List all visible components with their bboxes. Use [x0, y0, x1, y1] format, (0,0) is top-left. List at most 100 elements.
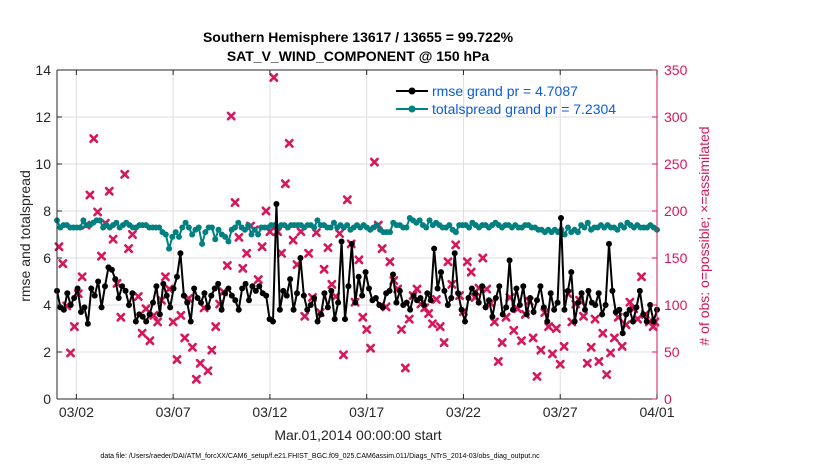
rmse-point	[448, 294, 455, 301]
totalspread-point	[175, 233, 182, 240]
y2-tick-label: 300	[664, 109, 688, 125]
rmse-point	[150, 299, 156, 306]
y-tick-label: 6	[43, 250, 51, 266]
obs-marker-shape	[116, 312, 126, 322]
rmse-point	[304, 306, 311, 313]
obs-assimilated-marker	[489, 317, 499, 327]
obs-assimilated-marker	[93, 207, 103, 217]
obs-marker-shape	[555, 359, 565, 369]
legend-spread-marker	[408, 105, 416, 113]
rmse-point	[180, 292, 187, 299]
obs-marker-shape	[203, 366, 213, 376]
rmse-point	[623, 311, 630, 318]
obs-assimilated-marker	[358, 312, 368, 322]
obs-marker-shape	[606, 348, 616, 358]
rmse-point	[318, 311, 324, 318]
rmse-point	[585, 287, 592, 294]
rmse-point	[335, 299, 342, 306]
rmse-point	[486, 297, 492, 304]
rmse-point	[139, 313, 146, 320]
totalspread-point	[344, 222, 351, 229]
rmse-point	[393, 299, 400, 306]
rmse-point	[276, 306, 283, 313]
obs-marker-shape	[625, 297, 635, 307]
y-tick-label: 4	[43, 297, 51, 313]
obs-marker-shape	[327, 279, 337, 289]
obs-assimilated-marker	[451, 240, 461, 250]
rmse-point	[362, 269, 369, 276]
rmse-point	[191, 285, 198, 292]
rmse-point	[619, 330, 626, 337]
rmse-point	[246, 297, 252, 304]
totalspread-point	[77, 224, 84, 231]
obs-assimilated-marker	[319, 264, 329, 274]
obs-assimilated-marker	[586, 342, 596, 352]
obs-assimilated-marker	[85, 190, 95, 200]
obs-assimilated-marker	[77, 272, 87, 282]
rmse-point	[523, 311, 530, 318]
rmse-point	[129, 290, 136, 297]
obs-assimilated-marker	[609, 333, 619, 343]
rmse-point	[575, 299, 582, 306]
totalspread-point	[80, 217, 87, 224]
obs-marker-shape	[544, 322, 554, 332]
totalspread-point	[251, 226, 258, 233]
totalspread-point	[222, 233, 229, 240]
rmse-point	[558, 215, 564, 222]
obs-marker-shape	[153, 317, 163, 327]
obs-assimilated-marker	[97, 251, 107, 261]
rmse-point	[287, 276, 294, 283]
obs-assimilated-marker	[257, 242, 267, 252]
obs-marker-shape	[284, 138, 294, 148]
obs-assimilated-marker	[104, 186, 114, 196]
obs-assimilated-marker	[582, 358, 592, 368]
rmse-point	[211, 285, 218, 292]
rmse-point	[115, 294, 122, 301]
rmse-point	[602, 302, 609, 308]
totalspread-point	[156, 224, 163, 231]
rmse-point	[520, 283, 527, 290]
totalspread-point	[255, 231, 262, 238]
obs-marker-shape	[172, 355, 182, 365]
rmse-point	[468, 285, 475, 292]
rmse-point	[242, 280, 249, 287]
obs-assimilated-marker	[427, 319, 437, 329]
x-tick-label: 04/01	[639, 404, 674, 420]
rmse-point	[228, 292, 235, 299]
rmse-point	[599, 311, 606, 318]
obs-assimilated-marker	[176, 310, 186, 320]
obs-assimilated-marker	[89, 134, 99, 144]
obs-marker-shape	[242, 248, 252, 258]
rmse-point	[252, 287, 259, 294]
obs-assimilated-marker	[116, 312, 126, 322]
totalspread-point	[373, 222, 380, 229]
rmse-point	[650, 318, 657, 325]
y-tick-label: 12	[35, 109, 51, 125]
rmse-point	[417, 294, 424, 301]
obs-assimilated-marker	[342, 195, 352, 205]
y2-tick-label: 350	[664, 62, 688, 78]
obs-marker-shape	[280, 179, 290, 189]
rmse-point	[434, 285, 441, 292]
obs-marker-shape	[257, 242, 267, 252]
rmse-point	[458, 306, 465, 313]
obs-marker-shape	[493, 356, 503, 366]
rmse-point	[215, 280, 222, 287]
rmse-point	[489, 313, 496, 320]
rmse-point	[482, 304, 489, 311]
obs-assimilated-marker	[288, 235, 298, 245]
obs-marker-shape	[559, 341, 569, 351]
obs-assimilated-marker	[133, 292, 143, 302]
rmse-point	[132, 318, 139, 325]
obs-assimilated-marker	[517, 336, 527, 346]
obs-assimilated-marker	[211, 322, 221, 332]
rmse-point	[410, 292, 417, 299]
obs-assimilated-marker	[230, 198, 240, 208]
totalspread-point	[212, 236, 219, 243]
rmse-point	[451, 250, 458, 257]
obs-marker-shape	[230, 198, 240, 208]
chart-title-line1: Southern Hemisphere 13617 / 13655 = 99.7…	[203, 29, 514, 45]
obs-marker-shape	[277, 248, 287, 258]
obs-assimilated-marker	[120, 169, 130, 179]
